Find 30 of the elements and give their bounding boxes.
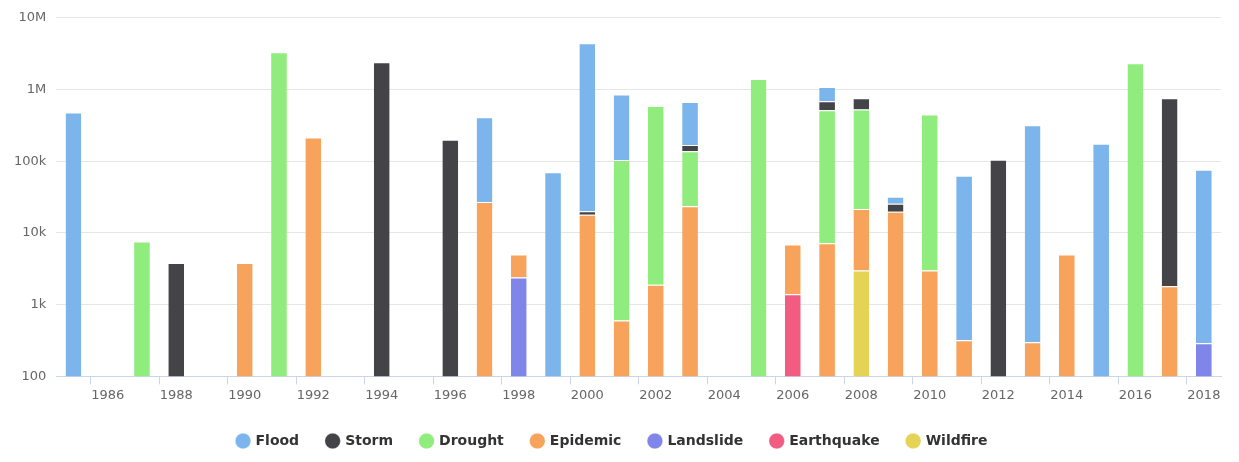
y-tick-label: 10M [18,9,47,25]
legend-label: Earthquake [789,431,880,448]
x-tick-label: 1990 [228,386,262,402]
y-tick-label: 100 [21,367,47,383]
x-tick-label: 1996 [433,386,467,402]
x-tick-label: 2014 [1050,386,1084,402]
x-tick-label: 2016 [1118,386,1152,402]
legend-label: Drought [439,431,505,448]
x-tick-label: 2018 [1187,386,1221,402]
legend-label: Wildfire [925,431,988,448]
legend-label: Landslide [667,431,744,448]
x-tick-label: 1988 [159,386,193,402]
x-tick-label: 2008 [844,386,878,402]
x-tick-label: 2010 [913,386,947,402]
y-tick-label: 10k [22,224,47,240]
x-tick-label: 2006 [776,386,810,402]
y-tick-label: 100k [14,152,47,168]
x-tick-label: 1998 [502,386,536,402]
y-tick-label: 1M [26,80,47,96]
x-tick-label: 2000 [570,386,604,402]
x-tick-label: 2004 [707,386,741,402]
x-tick-label: 1994 [365,386,399,402]
legend-label: Storm [345,431,394,448]
x-tick-label: 2012 [981,386,1015,402]
x-tick-label: 1992 [296,386,330,402]
x-tick-label: 2002 [639,386,673,402]
legend-label: Flood [255,431,300,448]
y-tick-label: 1k [30,296,47,312]
legend-label: Epidemic [549,431,622,448]
x-tick-label: 1986 [91,386,125,402]
